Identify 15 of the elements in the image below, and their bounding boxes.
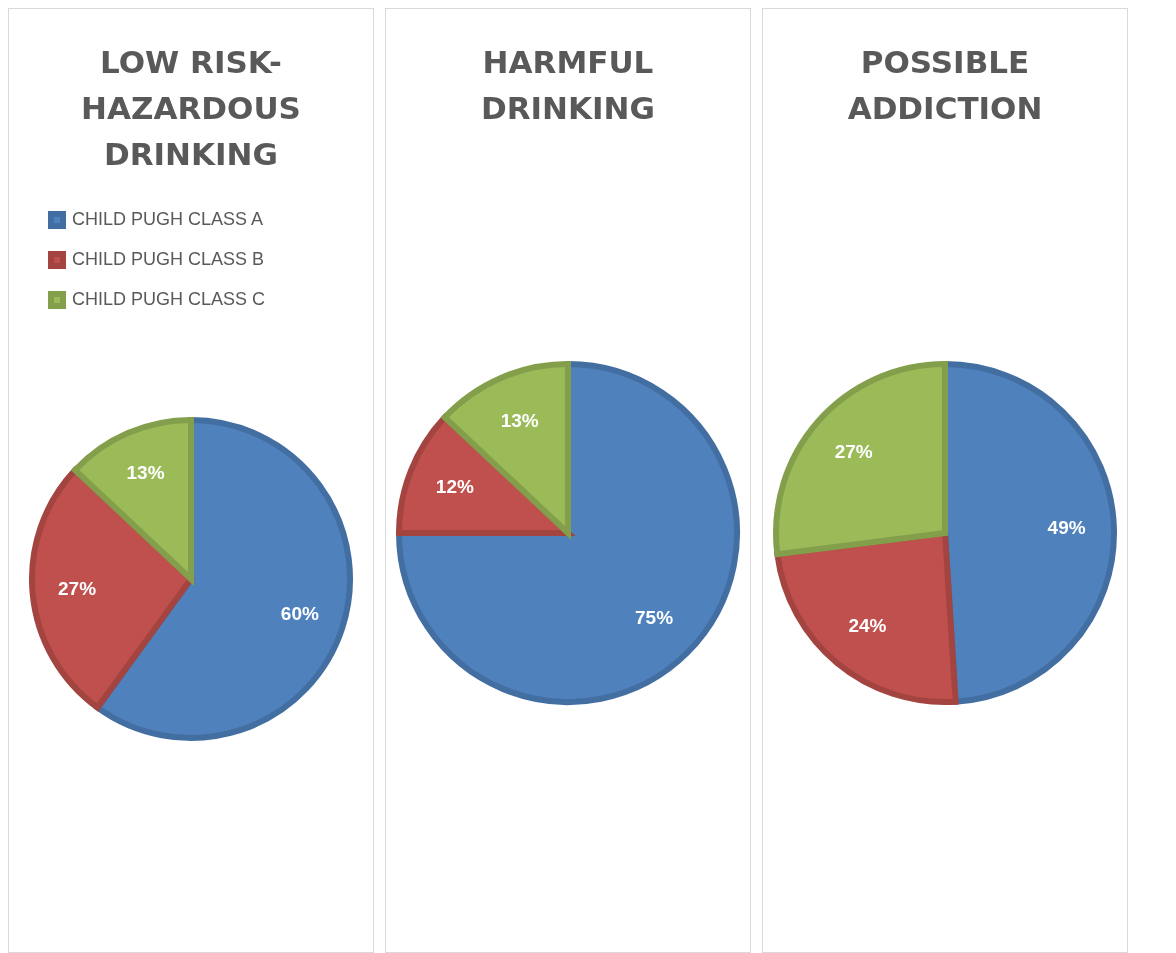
data-label: 49%	[1047, 517, 1086, 539]
chart-title: LOW RISK-HAZARDOUS DRINKING	[80, 43, 302, 174]
data-label: 13%	[500, 409, 539, 431]
data-label: 12%	[435, 476, 474, 498]
data-label: 13%	[126, 462, 165, 484]
data-label: 27%	[834, 440, 873, 462]
legend-label: CHILD PUGH CLASS B	[72, 248, 265, 269]
chart-title: HARMFUL DRINKING	[480, 43, 656, 128]
legend-label: CHILD PUGH CLASS C	[72, 288, 266, 309]
data-label: 24%	[848, 614, 887, 636]
data-label: 60%	[280, 602, 319, 624]
data-label: 27%	[58, 578, 97, 600]
chart-title: POSSIBLE ADDICTION	[846, 43, 1044, 128]
data-label: 75%	[635, 607, 674, 629]
legend-label: CHILD PUGH CLASS A	[72, 208, 264, 229]
